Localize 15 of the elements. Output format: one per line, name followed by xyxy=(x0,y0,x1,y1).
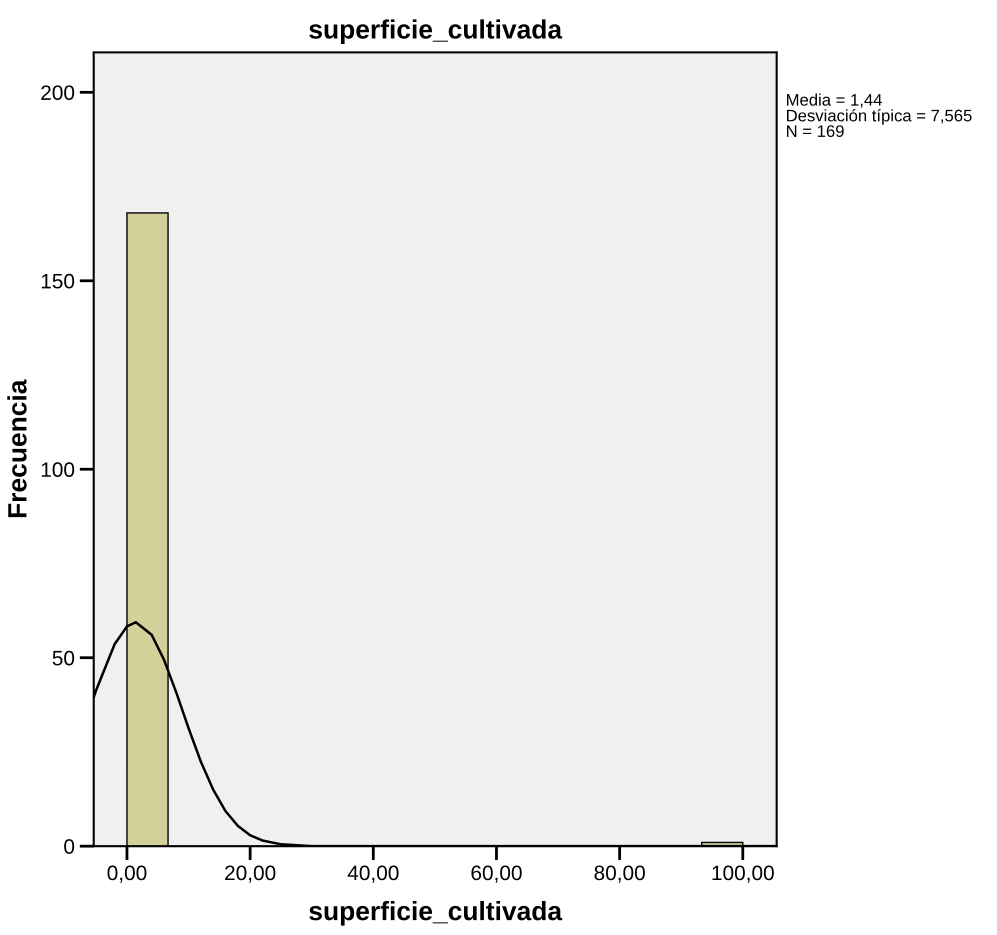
y-tick-label: 200 xyxy=(41,85,74,100)
y-axis-title: Frecuencia xyxy=(7,379,27,518)
y-tick-label: 100 xyxy=(42,462,74,477)
x-tick-label: 100,00 xyxy=(712,865,774,883)
x-tick-label: 0,00 xyxy=(108,865,146,883)
chart-title: superficie_cultivada xyxy=(309,19,562,44)
x-tick-label: 40,00 xyxy=(348,865,399,883)
y-tick-label: 50 xyxy=(52,650,74,666)
y-tick-label: 150 xyxy=(42,274,74,289)
y-tick-label: 0 xyxy=(64,839,74,854)
x-axis-title: superficie_cultivada xyxy=(309,901,562,926)
text: Media = 1,44 Desviación típica = 7,565 N = 169 xyxy=(787,94,972,138)
x-tick-label: 80,00 xyxy=(594,865,645,883)
x-tick-label: 20,00 xyxy=(225,865,276,883)
x-tick-label: 60,00 xyxy=(471,865,522,883)
